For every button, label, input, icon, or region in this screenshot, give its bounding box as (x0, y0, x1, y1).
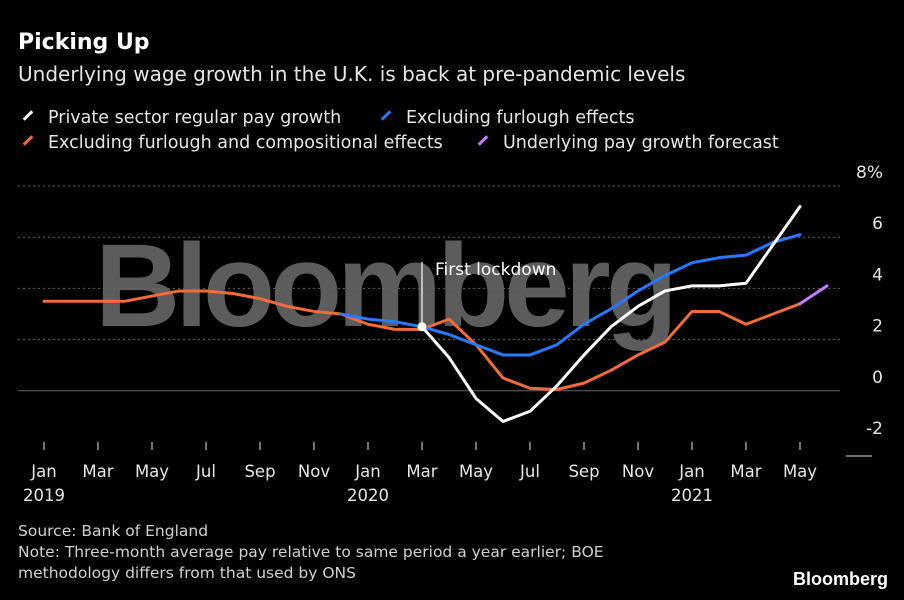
legend-label-excl-compositional: Excluding furlough and compositional eff… (48, 133, 443, 153)
x-tick-month-label: Jan (354, 462, 380, 481)
x-tick-month-label: Sep (568, 462, 599, 481)
x-tick-month-label: Jan (30, 462, 56, 481)
x-tick-month-label: May (135, 462, 169, 481)
source-note: Source: Bank of England (18, 522, 209, 540)
lockdown-annotation-label: First lockdown (435, 260, 556, 280)
series-line-blue (339, 233, 802, 357)
y-tick-label: 4 (872, 265, 883, 285)
legend-label-private-sector: Private sector regular pay growth (48, 108, 342, 128)
series-line-purple (798, 284, 829, 306)
x-tick-month-label: Jul (195, 462, 216, 481)
chart-title: Picking Up (18, 30, 150, 55)
legend-label-forecast: Underlying pay growth forecast (503, 133, 779, 153)
y-tick-label: 2 (872, 317, 883, 337)
lockdown-marker (417, 322, 427, 332)
methodology-note-line2: methodology differs from that used by ON… (18, 564, 356, 582)
x-tick-month-label: Nov (622, 462, 654, 481)
x-tick-month-label: Sep (244, 462, 275, 481)
x-tick-year-label: 2020 (347, 486, 389, 505)
x-tick-year-label: 2019 (23, 486, 65, 505)
x-tick-month-label: May (459, 462, 493, 481)
y-tick-label: 8% (856, 163, 883, 183)
x-tick-month-label: May (783, 462, 817, 481)
chart-subtitle: Underlying wage growth in the U.K. is ba… (18, 62, 686, 86)
x-tick-month-label: Jan (678, 462, 704, 481)
bloomberg-logo: Bloomberg (792, 569, 888, 589)
series-line-white (420, 204, 802, 424)
x-tick-year-label: 2021 (671, 486, 713, 505)
y-tick-label: -2 (866, 419, 883, 439)
x-tick-month-label: Mar (406, 462, 437, 481)
methodology-note-line1: Note: Three-month average pay relative t… (18, 543, 604, 561)
y-tick-label: 0 (872, 368, 883, 388)
x-tick-month-label: Jul (519, 462, 540, 481)
x-tick-month-label: Mar (730, 462, 761, 481)
legend-label-excl-furlough: Excluding furlough effects (406, 108, 635, 128)
x-tick-month-label: Nov (298, 462, 330, 481)
y-tick-label: 6 (872, 214, 883, 234)
x-tick-month-label: Mar (82, 462, 113, 481)
